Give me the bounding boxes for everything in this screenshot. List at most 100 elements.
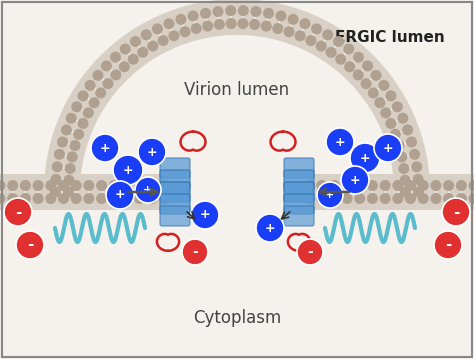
Text: Cytoplasm: Cytoplasm <box>193 309 281 327</box>
Circle shape <box>106 181 134 209</box>
Circle shape <box>135 177 161 203</box>
Circle shape <box>374 97 385 108</box>
Circle shape <box>175 14 186 25</box>
Circle shape <box>158 35 169 46</box>
Circle shape <box>134 180 145 191</box>
Circle shape <box>63 187 74 197</box>
Circle shape <box>121 180 132 191</box>
FancyBboxPatch shape <box>160 158 190 178</box>
Circle shape <box>400 175 410 186</box>
Circle shape <box>397 113 408 124</box>
Text: +: + <box>200 209 210 222</box>
Circle shape <box>50 174 62 185</box>
Circle shape <box>110 69 121 80</box>
FancyBboxPatch shape <box>284 194 314 214</box>
Circle shape <box>168 30 179 41</box>
Circle shape <box>109 180 120 191</box>
Circle shape <box>392 180 403 191</box>
Circle shape <box>64 175 74 186</box>
Circle shape <box>468 193 474 204</box>
Circle shape <box>0 193 6 204</box>
Circle shape <box>368 88 379 98</box>
Circle shape <box>67 151 78 162</box>
Circle shape <box>275 10 286 22</box>
Circle shape <box>141 29 152 40</box>
Circle shape <box>380 107 391 118</box>
Circle shape <box>468 180 474 191</box>
Circle shape <box>329 180 340 191</box>
Circle shape <box>371 70 382 81</box>
Circle shape <box>405 180 416 191</box>
Circle shape <box>303 193 315 204</box>
Circle shape <box>57 136 68 148</box>
Circle shape <box>91 134 119 162</box>
Text: +: + <box>115 188 125 201</box>
Circle shape <box>120 43 131 55</box>
Circle shape <box>83 107 94 118</box>
Polygon shape <box>44 0 430 192</box>
Circle shape <box>225 5 236 16</box>
Circle shape <box>92 70 103 81</box>
Circle shape <box>412 174 424 185</box>
Circle shape <box>78 118 89 129</box>
Text: +: + <box>123 163 133 177</box>
Circle shape <box>152 23 163 34</box>
Circle shape <box>52 161 63 172</box>
Circle shape <box>200 8 211 19</box>
Circle shape <box>78 90 89 101</box>
Circle shape <box>71 101 82 112</box>
Circle shape <box>83 180 94 191</box>
Circle shape <box>418 193 428 204</box>
Circle shape <box>64 163 76 174</box>
Text: -: - <box>453 205 459 219</box>
Circle shape <box>33 193 44 204</box>
Circle shape <box>202 20 213 32</box>
Circle shape <box>434 231 462 259</box>
Circle shape <box>70 140 81 151</box>
Circle shape <box>392 101 403 112</box>
Circle shape <box>71 193 82 204</box>
Circle shape <box>89 97 100 108</box>
Circle shape <box>46 193 56 204</box>
Circle shape <box>73 129 84 140</box>
Circle shape <box>400 187 411 197</box>
Circle shape <box>134 193 145 204</box>
Circle shape <box>361 78 372 89</box>
Circle shape <box>374 134 402 162</box>
Circle shape <box>380 180 391 191</box>
FancyBboxPatch shape <box>284 206 314 226</box>
Circle shape <box>147 41 158 52</box>
FancyBboxPatch shape <box>160 182 190 202</box>
Circle shape <box>354 193 365 204</box>
Circle shape <box>385 118 396 129</box>
Circle shape <box>212 6 224 17</box>
Circle shape <box>316 41 327 52</box>
Circle shape <box>316 193 327 204</box>
Circle shape <box>33 180 44 191</box>
Circle shape <box>392 193 403 204</box>
Circle shape <box>305 35 316 46</box>
Circle shape <box>191 23 202 34</box>
Circle shape <box>300 18 310 29</box>
Circle shape <box>411 161 422 172</box>
Circle shape <box>96 193 107 204</box>
Text: -: - <box>15 205 21 219</box>
Circle shape <box>341 166 369 194</box>
Circle shape <box>113 155 143 185</box>
Circle shape <box>311 23 322 34</box>
FancyBboxPatch shape <box>284 170 314 190</box>
Circle shape <box>66 113 77 124</box>
Circle shape <box>418 180 428 191</box>
Circle shape <box>354 180 365 191</box>
Circle shape <box>16 231 44 259</box>
Circle shape <box>342 193 353 204</box>
Circle shape <box>128 54 139 65</box>
Circle shape <box>58 180 69 191</box>
Circle shape <box>147 193 158 204</box>
Circle shape <box>256 214 284 242</box>
Text: +: + <box>146 145 157 159</box>
Circle shape <box>119 61 130 72</box>
Circle shape <box>180 26 191 37</box>
FancyBboxPatch shape <box>160 194 190 214</box>
Circle shape <box>405 193 416 204</box>
